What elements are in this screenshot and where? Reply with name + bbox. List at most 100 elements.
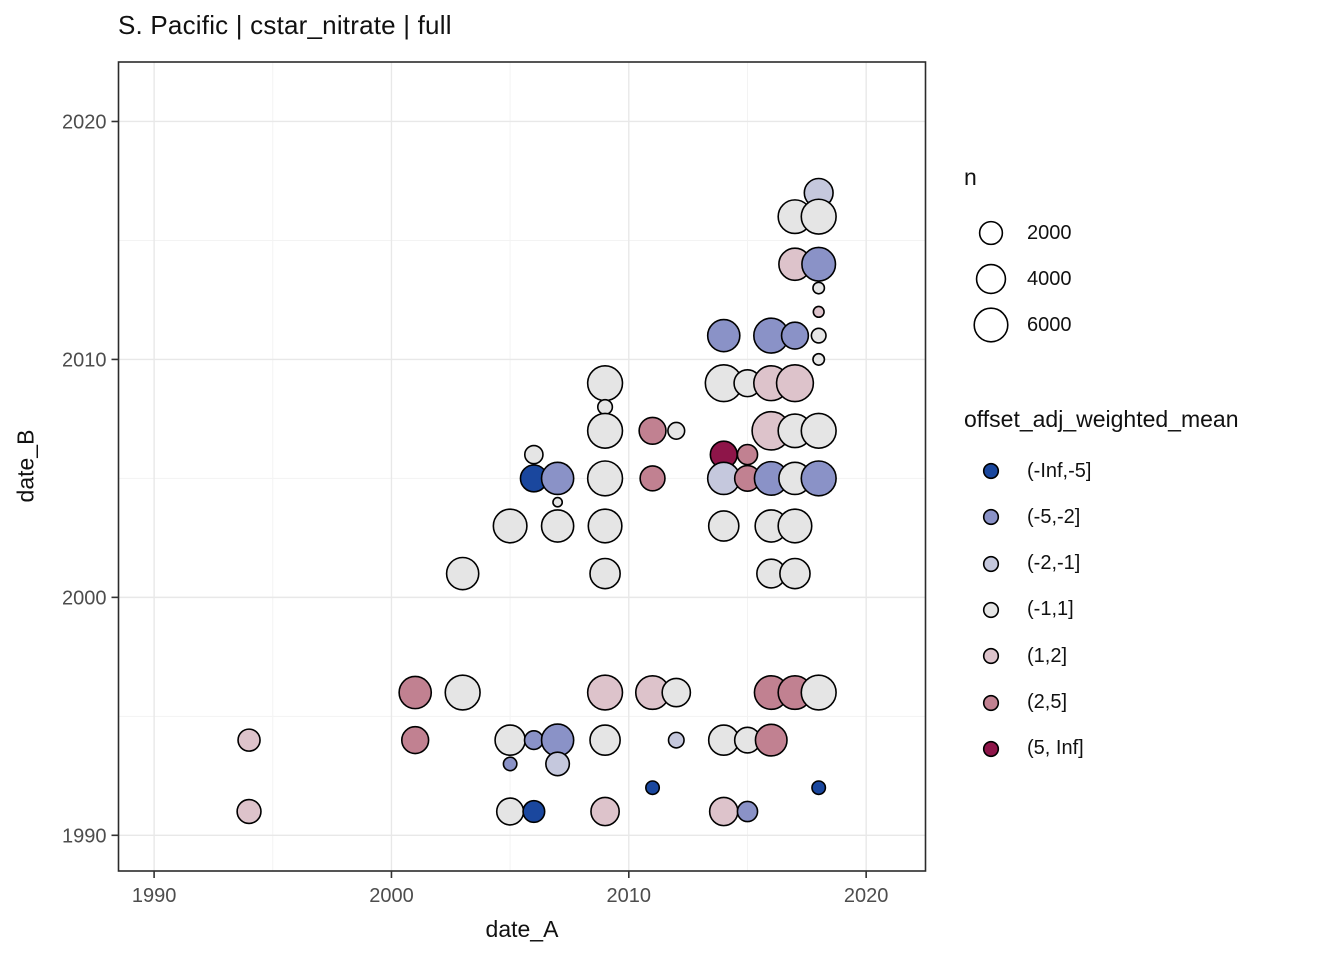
bubble bbox=[586, 674, 624, 711]
bubble bbox=[552, 496, 564, 508]
bubble bbox=[777, 508, 813, 544]
color-legend-item: (-1,1] bbox=[964, 587, 1074, 633]
bubble bbox=[494, 724, 527, 757]
bubble bbox=[667, 421, 686, 440]
bubble bbox=[800, 460, 837, 497]
bubble bbox=[800, 198, 837, 235]
bubble bbox=[780, 321, 810, 350]
color-key-circle-icon bbox=[982, 509, 1000, 526]
size-key-circle-icon bbox=[978, 220, 1004, 246]
bubble bbox=[596, 398, 614, 416]
bubble bbox=[540, 461, 575, 496]
size-key-circle-icon bbox=[973, 307, 1009, 343]
bubble bbox=[779, 557, 811, 590]
color-legend-item: (-2,-1] bbox=[964, 541, 1080, 587]
x-tick-label: 1990 bbox=[132, 885, 177, 907]
bubble bbox=[736, 800, 759, 823]
bubble bbox=[540, 509, 575, 543]
y-tick-label: 2000 bbox=[62, 587, 107, 609]
bubble bbox=[801, 246, 837, 282]
bubble bbox=[545, 751, 571, 777]
y-axis-title: date_B bbox=[12, 429, 39, 503]
bubble bbox=[444, 674, 481, 711]
bubble bbox=[540, 723, 575, 758]
bubble bbox=[639, 465, 666, 492]
bubble bbox=[800, 674, 837, 711]
size-legend-item: 4000 bbox=[964, 256, 1072, 302]
color-legend-item: (5, Inf] bbox=[964, 726, 1084, 772]
color-legend-item: (-Inf,-5] bbox=[964, 448, 1091, 494]
color-legend-label: (-5,-2] bbox=[1027, 505, 1081, 528]
size-legend-item: 2000 bbox=[964, 210, 1072, 256]
bubble bbox=[522, 799, 546, 824]
bubble bbox=[586, 412, 624, 450]
bubble bbox=[638, 416, 667, 446]
color-key-circle-icon bbox=[982, 462, 1000, 480]
bubble bbox=[492, 508, 528, 544]
bubble bbox=[523, 444, 544, 465]
color-legend-label: (-2,-1] bbox=[1027, 552, 1081, 575]
bubble bbox=[586, 365, 624, 402]
y-tick-label: 2010 bbox=[62, 349, 107, 371]
x-tick-label: 2010 bbox=[607, 885, 652, 907]
bubble bbox=[812, 305, 825, 319]
bubble bbox=[811, 780, 827, 796]
color-legend-item: (-5,-2] bbox=[964, 494, 1080, 540]
panel-border bbox=[117, 61, 927, 872]
x-tick-label: 2020 bbox=[844, 885, 889, 907]
color-key-circle-icon bbox=[982, 740, 1000, 757]
color-key-circle-icon bbox=[982, 648, 1000, 665]
size-key-circle-icon bbox=[975, 263, 1007, 295]
bubble bbox=[586, 460, 624, 497]
bubble-layer bbox=[236, 177, 837, 827]
bubble bbox=[775, 364, 815, 403]
color-key-circle-icon bbox=[982, 555, 1000, 572]
color-legend-label: (5, Inf] bbox=[1027, 737, 1084, 760]
bubble bbox=[590, 796, 620, 827]
bubble bbox=[237, 728, 261, 752]
bubble bbox=[398, 675, 433, 710]
color-legend-label: (1,2] bbox=[1027, 644, 1068, 667]
bubble bbox=[400, 725, 430, 755]
bubble bbox=[523, 729, 545, 751]
color-legend-label: (-1,1] bbox=[1027, 598, 1074, 621]
x-axis-title: date_A bbox=[485, 916, 559, 942]
bubble bbox=[645, 780, 661, 796]
chart-title: S. Pacific | cstar_nitrate | full bbox=[118, 10, 452, 40]
axes: 1990 2000 2010 2020 1990 2000 2010 2020 bbox=[62, 111, 888, 907]
bubble bbox=[589, 557, 621, 590]
color-legend-item: (2,5] bbox=[964, 680, 1067, 726]
color-legend-item: (1,2] bbox=[964, 633, 1067, 679]
color-key-circle-icon bbox=[982, 694, 1000, 711]
size-legend-title: n bbox=[964, 164, 977, 190]
bubble bbox=[706, 318, 741, 353]
size-legend-item: 6000 bbox=[964, 302, 1072, 348]
grid-major bbox=[118, 62, 926, 871]
bubble bbox=[754, 723, 788, 757]
y-tick-label: 2020 bbox=[62, 111, 107, 133]
bubble bbox=[445, 556, 480, 591]
bubble bbox=[800, 412, 837, 450]
color-legend-title: offset_adj_weighted_mean bbox=[964, 406, 1239, 432]
bubble bbox=[707, 510, 740, 542]
bubble bbox=[495, 797, 525, 826]
bubble bbox=[812, 352, 826, 366]
bubble bbox=[736, 443, 759, 466]
size-legend-label: 6000 bbox=[1027, 313, 1072, 336]
bubble bbox=[810, 327, 827, 344]
size-legend-label: 4000 bbox=[1027, 267, 1072, 290]
bubble bbox=[589, 724, 621, 757]
bubble bbox=[587, 508, 623, 544]
bubble bbox=[667, 731, 685, 749]
y-tick-label: 1990 bbox=[62, 825, 107, 847]
bubble bbox=[708, 796, 739, 827]
size-legend-label: 2000 bbox=[1027, 221, 1072, 244]
x-tick-label: 2000 bbox=[369, 885, 414, 907]
bubble bbox=[502, 756, 518, 772]
bubble bbox=[661, 677, 692, 708]
color-legend-label: (2,5] bbox=[1027, 691, 1068, 713]
bubble bbox=[236, 798, 262, 825]
color-key-circle-icon bbox=[982, 601, 1000, 618]
